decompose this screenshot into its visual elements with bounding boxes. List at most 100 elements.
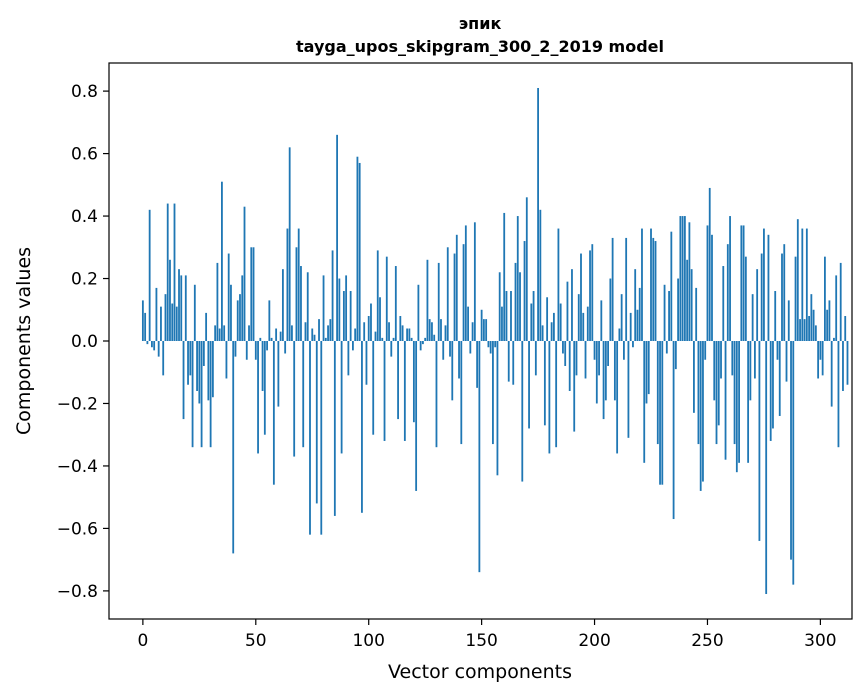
bar-63 [284, 341, 287, 354]
bar-251 [708, 187, 711, 341]
bar-127 [428, 319, 431, 341]
y-tick-label: −0.4 [57, 457, 98, 477]
bar-101 [370, 303, 372, 341]
bar-51 [257, 341, 259, 454]
bar-185 [559, 303, 562, 341]
bar-60 [277, 341, 280, 407]
bar-36 [223, 325, 226, 341]
bar-260 [729, 216, 731, 341]
x-tick-label: 0 [137, 631, 148, 651]
bar-200 [593, 341, 596, 360]
bar-86 [336, 134, 338, 341]
bar-61 [279, 331, 282, 341]
bar-210 [616, 341, 619, 454]
bar-67 [293, 341, 296, 457]
bar-294 [805, 228, 808, 341]
bar-198 [589, 250, 591, 341]
bar-series [141, 87, 849, 595]
y-axis-ticks: 0.8 0.6 0.4 0.2 0.0 −0.2 −0.4 −0.6 −0.8 [57, 82, 109, 602]
bar-133 [442, 341, 445, 360]
bar-303 [826, 309, 829, 341]
y-tick-label: 0.0 [71, 332, 98, 352]
bar-289 [794, 256, 797, 341]
bar-79 [320, 341, 323, 535]
bar-288 [792, 341, 795, 585]
x-tick-label: 50 [245, 631, 267, 651]
bar-310 [842, 341, 844, 391]
bar-212 [620, 294, 623, 341]
bar-202 [598, 341, 600, 376]
bar-35 [221, 181, 223, 341]
bar-100 [367, 316, 370, 341]
bar-301 [821, 341, 824, 376]
bar-78 [318, 319, 320, 341]
bar-137 [451, 341, 454, 401]
bar-20 [187, 341, 189, 385]
x-tick-label: 300 [804, 631, 836, 651]
bar-300 [819, 341, 822, 360]
bar-238 [679, 216, 682, 341]
bar-98 [363, 322, 366, 341]
bar-102 [372, 341, 375, 435]
bar-283 [781, 253, 783, 341]
bar-31 [211, 341, 214, 398]
bar-69 [297, 228, 300, 341]
bar-56 [268, 300, 271, 341]
bar-224 [647, 341, 650, 395]
bar-0 [141, 300, 144, 341]
bar-74 [309, 341, 311, 535]
bar-12 [169, 259, 171, 341]
bar-209 [613, 341, 616, 401]
bar-94 [354, 328, 357, 341]
bar-131 [437, 262, 440, 341]
bar-201 [595, 341, 598, 404]
bar-172 [530, 303, 533, 341]
x-axis-ticks: 0 50 100 150 200 250 300 [137, 619, 837, 651]
bar-149 [478, 341, 481, 573]
bar-26 [200, 341, 203, 448]
bar-246 [697, 341, 700, 445]
bar-118 [408, 328, 411, 341]
bar-278 [769, 341, 772, 441]
bar-123 [419, 341, 422, 351]
bar-70 [300, 266, 302, 341]
bar-169 [523, 241, 526, 341]
y-tick-label: 0.6 [71, 145, 98, 165]
bar-291 [799, 319, 801, 341]
bar-43 [239, 294, 241, 341]
bar-177 [541, 325, 544, 341]
bar-87 [338, 278, 341, 341]
bar-106 [381, 337, 384, 341]
bar-91 [347, 341, 350, 376]
bar-152 [485, 319, 488, 341]
bar-13 [171, 303, 174, 341]
bar-77 [315, 341, 318, 504]
bar-262 [733, 341, 736, 445]
bar-191 [573, 341, 576, 432]
bar-268 [747, 341, 750, 463]
bar-62 [281, 269, 284, 341]
bar-182 [552, 312, 555, 341]
bar-271 [753, 341, 756, 379]
chart-title-line1: эпик [459, 14, 502, 33]
bar-309 [839, 262, 842, 341]
bar-54 [263, 341, 266, 435]
bar-265 [740, 225, 743, 341]
bar-237 [677, 278, 680, 341]
bar-274 [760, 253, 763, 341]
bar-32 [214, 325, 217, 341]
y-axis-label: Components values [13, 247, 35, 435]
bar-156 [494, 341, 497, 348]
bar-293 [803, 319, 806, 341]
bar-285 [785, 341, 788, 382]
bar-162 [507, 341, 510, 382]
bar-40 [232, 341, 235, 554]
bar-15 [175, 306, 178, 341]
bar-223 [645, 341, 648, 404]
bar-266 [742, 225, 745, 341]
bar-142 [462, 244, 465, 341]
y-tick-label: −0.2 [57, 394, 98, 414]
bar-57 [270, 337, 273, 341]
bar-92 [349, 291, 352, 341]
